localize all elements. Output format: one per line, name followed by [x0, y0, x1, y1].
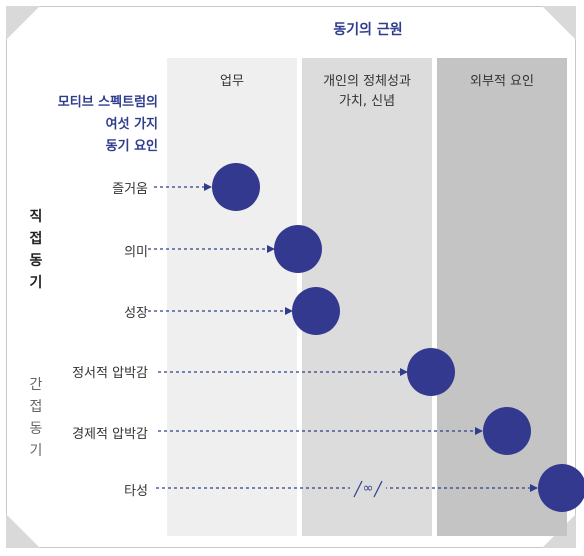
dot-emotional-pressure [407, 348, 455, 396]
row-label-growth: 성장 [124, 306, 148, 321]
column-header-external: 외부적 요인 [470, 74, 534, 89]
row-label-emotional-pressure: 정서적 압박감 [72, 366, 148, 381]
corner-top-right [542, 6, 576, 40]
spectrum-title: 모티브 스펙트럼의 여섯 가지 동기 요인 [57, 95, 158, 154]
column-header-work: 업무 [220, 74, 244, 89]
break-slash-right [373, 480, 383, 498]
infinity-break-mark: ∞ [350, 479, 386, 499]
diagram-title: 동기의 근원 [333, 22, 403, 38]
corner-top-left [6, 6, 40, 40]
dot-meaning [274, 225, 322, 273]
row-label-inertia: 타성 [124, 484, 148, 499]
row-label-meaning: 의미 [124, 245, 148, 260]
row-label-economic-pressure: 경제적 압박감 [72, 427, 148, 442]
dot-growth [292, 287, 340, 335]
dot-inertia [538, 464, 584, 512]
row-label-enjoyment: 즐거움 [112, 182, 148, 197]
column-work-bg [167, 58, 297, 536]
column-external-bg [437, 58, 567, 536]
dot-enjoyment [212, 163, 260, 211]
infinity-icon: ∞ [362, 481, 374, 496]
dot-economic-pressure [483, 407, 531, 455]
break-slash-left [353, 480, 363, 498]
corner-bottom-left [6, 514, 40, 548]
column-header-identity: 개인의 정체성과 가치, 신념 [323, 74, 411, 109]
